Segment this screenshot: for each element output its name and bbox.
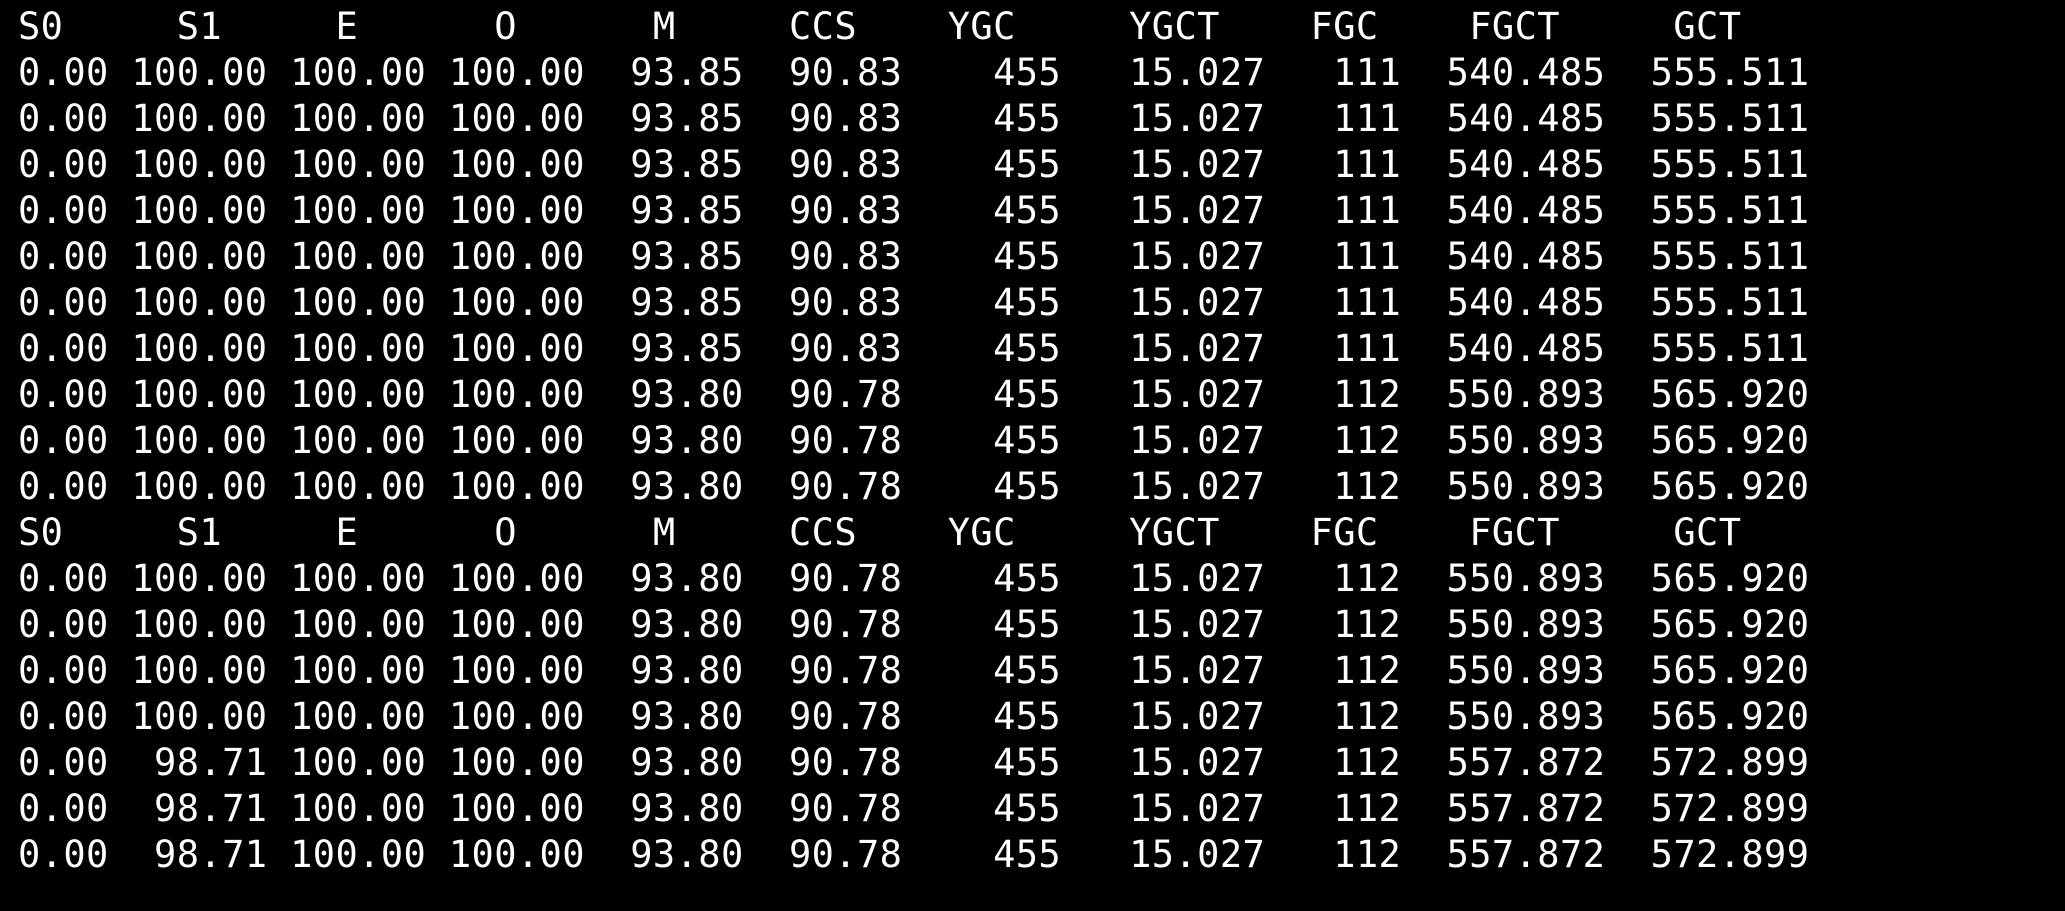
output-row: 0.00 98.71 100.00 100.00 93.80 90.78 455… [18, 786, 2065, 832]
output-row: 0.00 100.00 100.00 100.00 93.80 90.78 45… [18, 602, 2065, 648]
output-row: 0.00 100.00 100.00 100.00 93.85 90.83 45… [18, 142, 2065, 188]
output-row: 0.00 100.00 100.00 100.00 93.85 90.83 45… [18, 50, 2065, 96]
output-row: 0.00 98.71 100.00 100.00 93.80 90.78 455… [18, 740, 2065, 786]
output-row: 0.00 100.00 100.00 100.00 93.80 90.78 45… [18, 418, 2065, 464]
output-row: 0.00 98.71 100.00 100.00 93.80 90.78 455… [18, 832, 2065, 878]
output-row: 0.00 100.00 100.00 100.00 93.85 90.83 45… [18, 96, 2065, 142]
output-row: 0.00 100.00 100.00 100.00 93.80 90.78 45… [18, 464, 2065, 510]
output-row: 0.00 100.00 100.00 100.00 93.80 90.78 45… [18, 648, 2065, 694]
output-row: 0.00 100.00 100.00 100.00 93.80 90.78 45… [18, 372, 2065, 418]
output-row: 0.00 100.00 100.00 100.00 93.85 90.83 45… [18, 326, 2065, 372]
output-row: 0.00 100.00 100.00 100.00 93.85 90.83 45… [18, 280, 2065, 326]
output-row: 0.00 100.00 100.00 100.00 93.80 90.78 45… [18, 694, 2065, 740]
header-row: S0 S1 E O M CCS YGC YGCT FGC FGCT GCT [18, 510, 2065, 556]
header-row: S0 S1 E O M CCS YGC YGCT FGC FGCT GCT [18, 4, 2065, 50]
output-row: 0.00 100.00 100.00 100.00 93.80 90.78 45… [18, 556, 2065, 602]
output-row: 0.00 100.00 100.00 100.00 93.85 90.83 45… [18, 234, 2065, 280]
output-row: 0.00 100.00 100.00 100.00 93.85 90.83 45… [18, 188, 2065, 234]
